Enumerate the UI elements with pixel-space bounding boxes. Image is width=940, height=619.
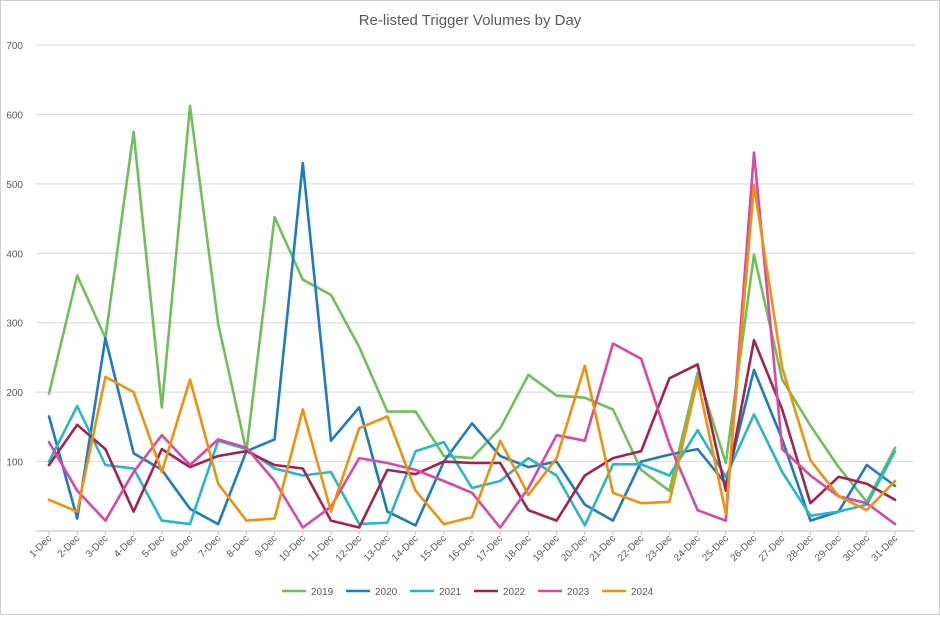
legend-label-2019: 2019 [311, 587, 334, 598]
series-line-2019 [47, 104, 897, 504]
x-tick-label: 13-Dec [362, 533, 393, 564]
y-tick-label: 700 [6, 41, 23, 52]
x-tick-label: 29-Dec [813, 533, 844, 564]
series-line-2024 [47, 183, 897, 526]
x-tick-label: 22-Dec [616, 533, 647, 564]
gridlines [36, 44, 914, 532]
chart-title: Re-listed Trigger Volumes by Day [359, 12, 582, 29]
x-tick-label: 31-Dec [870, 533, 901, 564]
x-tick-label: 23-Dec [644, 533, 675, 564]
x-tick-label: 30-Dec [841, 533, 872, 564]
x-tick-label: 6-Dec [168, 533, 195, 560]
x-tick-label: 14-Dec [390, 533, 421, 564]
x-tick-label: 28-Dec [785, 533, 816, 564]
x-tick-label: 20-Dec [559, 533, 590, 564]
x-tick-label: 10-Dec [277, 533, 308, 564]
x-tick-label: 17-Dec [475, 533, 506, 564]
y-tick-label: 500 [6, 180, 23, 191]
x-tick-label: 11-Dec [306, 533, 336, 563]
x-tick-label: 16-Dec [447, 533, 478, 564]
x-tick-label: 24-Dec [672, 533, 703, 564]
legend-label-2021: 2021 [439, 587, 462, 598]
legend: 2019 2020 2021 2022 2023 2024 [282, 587, 654, 598]
legend-label-2024: 2024 [631, 587, 654, 598]
y-tick-label: 400 [6, 249, 23, 260]
x-tick-label: 8-Dec [225, 533, 252, 560]
y-tick-label: 600 [6, 110, 23, 121]
legend-label-2022: 2022 [503, 587, 526, 598]
x-tick-label: 4-Dec [112, 533, 139, 560]
y-axis-ticks: 100 200 300 400 500 600 700 [6, 41, 23, 469]
x-tick-label: 18-Dec [503, 533, 534, 564]
x-tick-label: 15-Dec [418, 533, 449, 564]
x-tick-label: 12-Dec [334, 533, 365, 564]
x-tick-label: 2-Dec [56, 533, 83, 560]
x-tick-label: 9-Dec [253, 533, 280, 560]
x-tick-label: 26-Dec [729, 533, 760, 564]
series-line-2020 [47, 161, 897, 527]
x-axis-ticks: 1-Dec 2-Dec 3-Dec 4-Dec 5-Dec 6-Dec 7-Dec 8-Dec… [27, 531, 900, 564]
legend-label-2023: 2023 [567, 587, 590, 598]
series-lines [47, 104, 897, 529]
x-tick-label: 19-Dec [531, 533, 562, 564]
x-tick-label: 7-Dec [197, 533, 224, 560]
x-tick-label: 25-Dec [700, 533, 731, 564]
y-tick-label: 100 [6, 458, 23, 469]
series-line-2022 [47, 338, 897, 529]
x-tick-label: 1-Dec [27, 533, 54, 560]
series-line-2021 [47, 404, 897, 527]
x-tick-label: 21-Dec [588, 533, 619, 564]
series-line-2023 [47, 151, 897, 529]
x-tick-label: 27-Dec [757, 533, 788, 564]
y-tick-label: 300 [6, 319, 23, 330]
x-tick-label: 5-Dec [140, 533, 167, 560]
y-tick-label: 200 [6, 388, 23, 399]
legend-label-2020: 2020 [375, 587, 398, 598]
x-tick-label: 3-Dec [84, 533, 111, 560]
